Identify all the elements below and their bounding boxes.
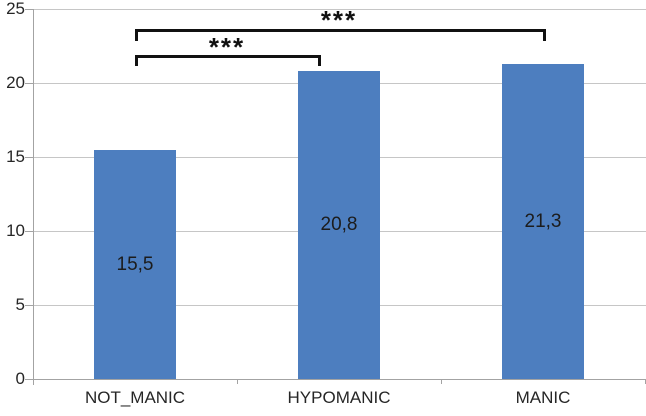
significance-bracket-tick xyxy=(543,29,546,41)
y-axis-tick-label: 10 xyxy=(6,221,25,240)
bar-value-label: 20,8 xyxy=(320,214,358,235)
x-axis-category-label: HYPOMANIC xyxy=(287,388,391,407)
x-axis-tick xyxy=(441,379,442,384)
y-axis-tick-label: 5 xyxy=(15,295,25,314)
significance-bracket-tick xyxy=(135,55,138,66)
bar-not_manic xyxy=(94,150,176,379)
y-axis-line xyxy=(33,9,34,385)
significance-label: *** xyxy=(208,32,246,62)
bar-value-label: 21,3 xyxy=(524,211,562,232)
significance-bracket-tick xyxy=(318,55,321,66)
y-axis-tick xyxy=(25,83,33,84)
bar-manic xyxy=(502,64,584,379)
y-axis-tick-label: 20 xyxy=(6,73,25,92)
x-axis-tick xyxy=(237,379,238,384)
significance-bracket-tick xyxy=(135,29,138,41)
significance-bracket-line xyxy=(135,55,321,58)
x-axis-category-label: MANIC xyxy=(515,388,571,407)
gridline xyxy=(33,9,646,10)
y-axis-tick xyxy=(25,379,33,380)
y-axis-tick xyxy=(25,231,33,232)
bar-hypomanic xyxy=(298,71,380,379)
y-axis-tick xyxy=(25,157,33,158)
bar-value-label: 15,5 xyxy=(116,254,154,275)
y-axis-tick-label: 0 xyxy=(15,369,25,388)
y-axis-tick xyxy=(25,9,33,10)
significance-label: *** xyxy=(320,5,358,35)
y-axis-tick-label: 25 xyxy=(6,0,25,18)
x-axis-line xyxy=(33,379,646,380)
y-axis-tick-label: 15 xyxy=(6,147,25,166)
significance-bracket-line xyxy=(135,29,546,32)
x-axis-category-label: NOT_MANIC xyxy=(84,388,186,407)
y-axis-tick xyxy=(25,305,33,306)
